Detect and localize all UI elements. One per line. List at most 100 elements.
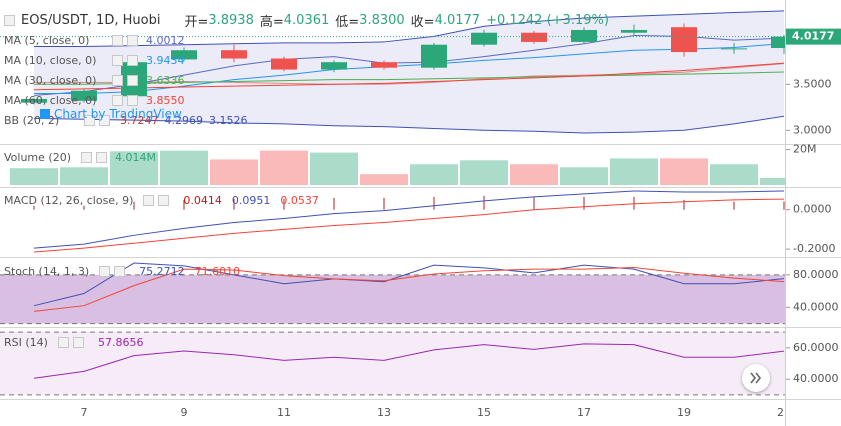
ohlc-label: 低=: [335, 14, 360, 30]
volume-bar: [410, 164, 458, 185]
indicator-line: [33, 267, 785, 312]
x-tick-label: 7: [81, 406, 88, 419]
y-tick-label: 80.0000: [793, 268, 839, 281]
candle-body: [571, 29, 597, 42]
ohlc-label: 高=: [259, 14, 284, 30]
legend-row: MA (30, close, 0) 3.6336: [4, 73, 185, 87]
legend-row: MACD (12, 26, close, 9) 0.0414 0.0951 0.053…: [4, 193, 319, 207]
indicator-line: [33, 262, 785, 307]
volume-bar: [10, 168, 58, 185]
candle-body: [421, 44, 447, 68]
ma-line: [33, 62, 785, 91]
volume-bar: [710, 164, 758, 185]
credit-icon: [40, 109, 50, 119]
legend-value: 4.014M: [115, 150, 156, 164]
collapse-icon: [4, 14, 15, 26]
legend-remove[interactable]: [96, 151, 107, 163]
volume-bar: [60, 167, 108, 185]
legend-value: 3.8550: [146, 93, 185, 107]
volume-bar: [210, 159, 258, 185]
ohlc-value: 3.8300: [359, 12, 405, 28]
candle-body: [521, 32, 547, 42]
indicator-line: [33, 198, 785, 253]
legend-value: 75.2712: [139, 264, 185, 278]
volume-bar: [160, 150, 208, 185]
volume-bar: [560, 167, 608, 185]
legend-settings[interactable]: [112, 94, 123, 106]
ohlc-value: 4.0177: [434, 12, 481, 28]
x-tick-label: 15: [477, 406, 491, 419]
legend-settings[interactable]: [112, 74, 123, 86]
symbol-title: EOS/USDT, 1D, Huobi: [21, 12, 161, 28]
ohlc-value: 4.0361: [283, 12, 330, 28]
credit: Chart by TradingView: [54, 107, 182, 121]
x-tick-label: 19: [677, 406, 691, 419]
bollinger-basis: [34, 63, 785, 85]
volume-bar: [510, 164, 558, 185]
volume-bar: [360, 174, 408, 185]
legend-remove[interactable]: [99, 114, 110, 126]
ma-line: [34, 71, 785, 85]
ohlc-label: 收=: [410, 14, 435, 30]
band-fill: [0, 332, 785, 395]
y-tick-label: 20M: [793, 143, 817, 156]
legend-name: MA (30, close, 0): [4, 73, 97, 87]
x-tick-label: 13: [377, 406, 391, 419]
y-tick-label: 0.0000: [793, 203, 832, 216]
y-tick-label: 60.0000: [793, 341, 839, 354]
legend-row: Stoch (14, 1, 3) 75.2712 71.6010: [4, 264, 240, 278]
legend-name: MACD (12, 26, close, 9): [4, 193, 134, 207]
indicator-line: [33, 190, 785, 249]
legend-value: 4.0012: [146, 33, 185, 47]
legend-value: 4.2969: [164, 113, 204, 127]
indicator-line: [33, 343, 785, 379]
legend-name: MA (10, close, 0): [4, 53, 97, 67]
x-tick-label: 11: [277, 406, 291, 419]
legend-name: MA (5, close, 0): [4, 33, 90, 47]
legend-settings[interactable]: [57, 336, 69, 348]
legend-value: 3.1526: [209, 113, 248, 127]
legend-name: RSI (14): [4, 335, 48, 349]
band-fill: [0, 274, 785, 324]
legend-settings[interactable]: [84, 114, 95, 126]
legend-value: 71.6010: [194, 264, 241, 278]
ma-line: [33, 34, 785, 96]
legend-settings[interactable]: [143, 194, 155, 206]
candle-body: [321, 62, 347, 70]
last-price-label: 4.0177: [792, 30, 834, 43]
legend-remove[interactable]: [127, 54, 138, 66]
x-tick-label: 9: [181, 406, 188, 419]
candle-body: [671, 27, 697, 53]
candle-body: [271, 58, 297, 70]
scroll-button[interactable]: [742, 364, 770, 392]
price-change: +0.1242 (+3.19%): [486, 12, 609, 28]
candle-body: [171, 50, 197, 60]
legend-value: 3.7247: [120, 113, 159, 127]
ohlc-value: 3.8938: [208, 12, 254, 28]
volume-bar: [660, 158, 708, 185]
volume-bar: [610, 158, 658, 185]
candle-body: [621, 29, 647, 33]
y-tick-label: 3.0000: [793, 123, 832, 136]
legend-settings[interactable]: [99, 265, 111, 277]
legend-remove[interactable]: [127, 94, 138, 106]
legend-remove[interactable]: [158, 194, 170, 206]
legend-remove[interactable]: [72, 336, 84, 348]
legend-settings[interactable]: [81, 151, 92, 163]
candle-body: [221, 50, 247, 59]
legend-name: MA (60, close, 0): [4, 93, 97, 107]
legend-remove[interactable]: [127, 34, 138, 46]
candle-body: [471, 32, 497, 45]
candle-body: [371, 62, 397, 68]
legend-remove[interactable]: [127, 74, 138, 86]
bollinger-lower: [33, 115, 785, 134]
legend-remove[interactable]: [114, 265, 126, 277]
legend-settings[interactable]: [112, 54, 123, 66]
ma-line: [34, 42, 785, 94]
legend-value: 0.0537: [280, 193, 319, 207]
legend-name: Volume (20): [4, 150, 71, 164]
bollinger-upper: [34, 10, 785, 48]
legend-settings[interactable]: [112, 34, 123, 46]
